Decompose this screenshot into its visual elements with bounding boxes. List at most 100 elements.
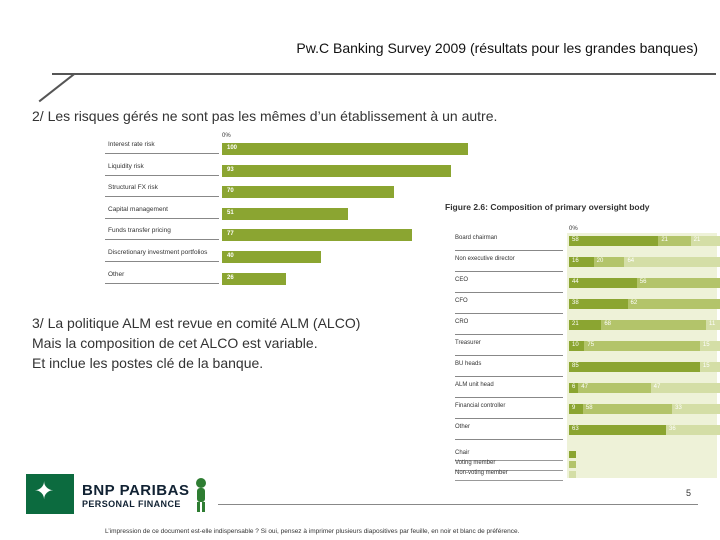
chart2-bar-segment: 21 [691, 236, 720, 246]
chart2-legend-label: Voting member [455, 460, 495, 466]
chart2-bar-segment: 15 [700, 362, 720, 372]
chart2-title: Figure 2.6: Composition of primary overs… [445, 202, 650, 212]
chart2-stack: 85 15 [569, 362, 720, 372]
chart2-row-rule [455, 439, 563, 440]
chart2-legend-swatch [569, 471, 576, 478]
chart2-stack: 9 58 33 [569, 404, 720, 414]
chart2-row-rule [455, 397, 563, 398]
chart2-value-label: 16 [572, 258, 579, 264]
chart2-bar-segment: 62 [628, 299, 720, 309]
chart1-category-label: Interest rate risk [108, 141, 155, 148]
chart2-value-label: 47 [581, 384, 588, 390]
chart2-stack: 16 20 64 [569, 257, 720, 267]
chart2-bar-segment: 21 [658, 236, 690, 246]
chart1-value-label: 77 [227, 231, 234, 237]
chart2-legend-item: Non-voting member [455, 470, 635, 480]
chart2-bar-segment: 21 [569, 320, 601, 330]
chart2-bar-segment: 75 [584, 341, 700, 351]
chart2-value-label: 21 [694, 237, 701, 243]
chart2-legend-item: Chair [455, 450, 635, 460]
chart2-value-label: 63 [572, 426, 579, 432]
chart2-row-rule [455, 334, 563, 335]
chart2-value-label: 62 [631, 300, 638, 306]
chart2-category-label: Board chairman [455, 235, 497, 241]
chart2-bar-segment: 10 [569, 341, 584, 351]
chart2-bar-segment: 6 [569, 383, 578, 393]
chart2-category-label: CRO [455, 319, 468, 325]
chart2-stack: 63 36 [569, 425, 720, 435]
brand-name: BNP PARIBAS [82, 482, 189, 499]
chart2-bar-segment: 68 [601, 320, 706, 330]
chart2-bar-segment: 58 [583, 404, 672, 414]
chart2-value-label: 68 [604, 321, 611, 327]
chart2-value-label: 47 [654, 384, 661, 390]
chart2-value-label: 11 [709, 321, 715, 327]
chart2-row-rule [455, 250, 563, 251]
chart1-row: Interest rate risk 100 [105, 139, 435, 154]
risks-bar-chart: 0% Interest rate risk 100 Liquidity risk 93… [105, 133, 435, 288]
chart1-value-label: 93 [227, 167, 234, 173]
chart2-bar-segment: 16 [569, 257, 594, 267]
chart1-row: Funds transfer pricing 77 [105, 225, 435, 240]
chart2-value-label: 58 [586, 405, 593, 411]
star-icon: ✦ [34, 478, 54, 506]
chart1-row-rule [105, 283, 219, 284]
chart2-bar-segment: 58 [569, 236, 658, 246]
footer-rule [218, 504, 698, 505]
chart2-row-rule [455, 271, 563, 272]
chart2-bar-segment: 11 [706, 320, 720, 330]
chart2-value-label: 6 [572, 384, 575, 390]
chart1-value-label: 40 [227, 253, 234, 259]
oversight-stacked-chart: Figure 2.6: Composition of primary overs… [445, 198, 720, 488]
section-2-text: 2/ Les risques gérés ne sont pas les mêm… [32, 106, 497, 126]
chart2-row-rule [455, 313, 563, 314]
section-3-line-2: Mais la composition de cet ALCO est vari… [32, 333, 360, 353]
chart2-category-label: ALM unit head [455, 382, 494, 388]
chart2-value-label: 85 [572, 363, 579, 369]
chart2-legend-swatch [569, 461, 576, 468]
chart1-bar [222, 208, 348, 220]
chart1-category-label: Capital management [108, 206, 168, 213]
chart2-stack: 58 21 21 [569, 236, 720, 246]
print-disclaimer: L’impression de ce document est-elle ind… [105, 528, 519, 535]
chart1-value-label: 70 [227, 188, 234, 194]
chart2-legend-rule [455, 480, 563, 481]
chart2-category-label: Non executive director [455, 256, 515, 262]
chart2-row: CEO 44 56 [455, 274, 717, 291]
chart2-stack: 6 47 47 [569, 383, 720, 393]
chart2-bar-segment: 63 [569, 425, 666, 435]
chart2-category-label: Treasurer [455, 340, 481, 346]
chart2-value-label: 56 [640, 279, 647, 285]
chart2-category-label: CFO [455, 298, 468, 304]
chart2-row: Non executive director 16 20 64 [455, 253, 717, 270]
chart2-row: Board chairman 58 21 21 [455, 232, 717, 249]
chart2-row: Treasurer 10 75 15 [455, 337, 717, 354]
title-rule [52, 73, 716, 75]
chart1-row: Liquidity risk 93 [105, 161, 435, 176]
chart2-row-rule [455, 355, 563, 356]
chart2-legend-label: Chair [455, 450, 469, 456]
chart1-row-rule [105, 218, 219, 219]
chart1-bar [222, 229, 412, 241]
chart1-value-label: 51 [227, 210, 234, 216]
chart2-value-label: 64 [627, 258, 634, 264]
chart1-category-label: Other [108, 271, 124, 278]
chart2-stack: 21 68 11 [569, 320, 720, 330]
chart2-stack: 38 62 [569, 299, 720, 309]
mascot-icon [192, 476, 210, 514]
chart2-value-label: 36 [669, 426, 676, 432]
chart1-row-rule [105, 239, 219, 240]
chart2-value-label: 75 [587, 342, 594, 348]
chart2-row: Other 63 36 [455, 421, 717, 438]
chart2-bar-segment: 85 [569, 362, 700, 372]
title-rule-diagonal [39, 73, 76, 102]
chart2-bar-segment: 38 [569, 299, 628, 309]
chart1-row: Capital management 51 [105, 204, 435, 219]
chart1-category-label: Liquidity risk [108, 163, 144, 170]
chart2-row-rule [455, 376, 563, 377]
chart2-bar-segment: 33 [672, 404, 720, 414]
chart2-value-label: 9 [572, 405, 575, 411]
chart2-category-label: Financial controller [455, 403, 505, 409]
chart2-row: CRO 21 68 11 [455, 316, 717, 333]
chart1-category-label: Funds transfer pricing [108, 227, 171, 234]
